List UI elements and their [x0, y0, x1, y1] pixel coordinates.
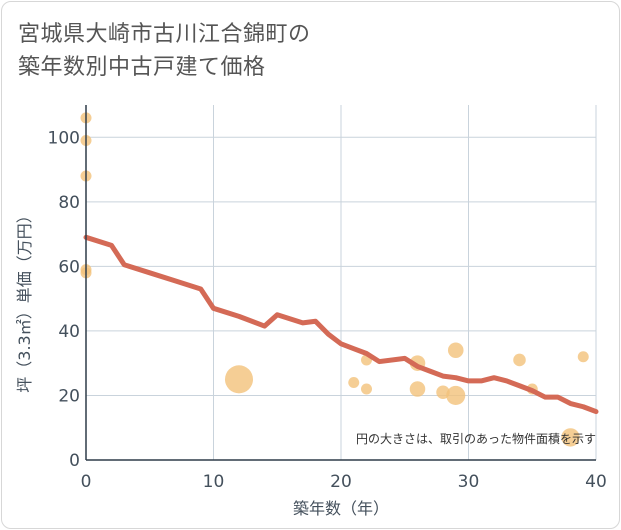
chart-title: 宮城県大崎市古川江合錦町の 築年数別中古戸建て価格 — [18, 18, 538, 84]
bubble-point-13 — [446, 385, 466, 405]
x-tick-label-30: 30 — [458, 472, 480, 492]
grid — [86, 105, 597, 460]
chart-title-line1: 宮城県大崎市古川江合錦町の — [18, 22, 311, 47]
size-note: 円の大きさは、取引のあった物件面積を示す — [356, 431, 596, 446]
chart-title-line2: 築年数別中古戸建て価格 — [18, 55, 266, 80]
bubble-point-17 — [577, 351, 589, 363]
y-tick-label-0: 0 — [69, 451, 80, 471]
bubble-point-10 — [409, 381, 426, 397]
bubble-point-14 — [513, 353, 526, 367]
bubbles — [80, 112, 589, 447]
bubble-point-12 — [447, 342, 464, 359]
bubble-point-16 — [561, 428, 580, 447]
y-tick-label-80: 80 — [58, 193, 80, 213]
axes: 0 20 40 60 80 100 0 10 20 30 40 — [48, 105, 607, 492]
bubble-point-8 — [361, 383, 372, 395]
x-tick-label-10: 10 — [203, 472, 225, 492]
y-tick-label-20: 20 — [58, 386, 80, 406]
x-axis-label: 築年数（年） — [293, 499, 389, 518]
bubble-point-6 — [348, 377, 360, 389]
trend-line — [83, 234, 599, 415]
y-tick-label-60: 60 — [58, 257, 80, 277]
x-tick-label-20: 20 — [330, 472, 352, 492]
y-axis-label: 坪（3.3㎡）単価（万円） — [15, 207, 34, 392]
bubble-point-5 — [224, 365, 254, 394]
y-tick-label-40: 40 — [58, 322, 80, 342]
trend — [83, 234, 599, 415]
x-tick-label-0: 0 — [81, 472, 92, 492]
x-tick-label-40: 40 — [585, 472, 607, 492]
y-tick-label-100: 100 — [48, 128, 80, 148]
